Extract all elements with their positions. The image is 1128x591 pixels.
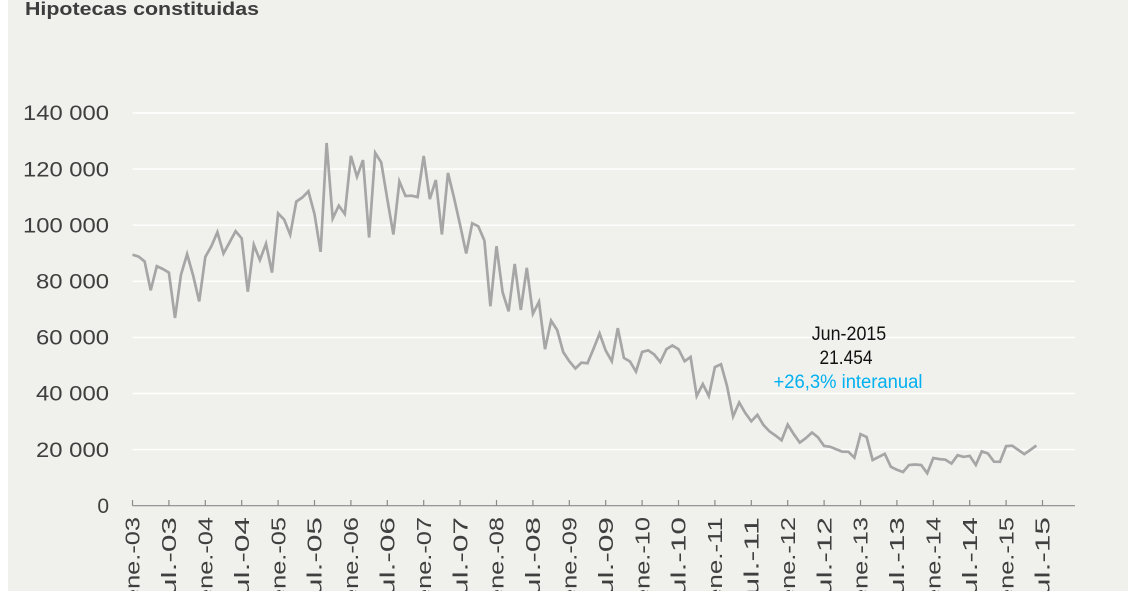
svg-text:140 000: 140 000 [23,102,109,125]
svg-text:ene.-05: ene.-05 [268,517,290,591]
svg-text:+26,3% interanual: +26,3% interanual [774,372,923,393]
svg-text:Jun-2015: Jun-2015 [812,324,887,345]
svg-text:100 000: 100 000 [23,214,109,237]
svg-text:21.454: 21.454 [820,348,873,369]
svg-text:jul.-12: jul.-12 [814,517,836,591]
svg-text:60 000: 60 000 [36,327,109,350]
svg-text:ene.-08: ene.-08 [487,517,509,591]
svg-text:jul.-06: jul.-06 [378,517,400,591]
svg-text:jul.-08: jul.-08 [523,517,545,591]
svg-text:ene.-06: ene.-06 [341,517,363,591]
svg-text:jul.-15: jul.-15 [1033,517,1055,591]
svg-text:ene.-11: ene.-11 [705,517,727,591]
svg-text:ene.-14: ene.-14 [924,517,946,591]
svg-text:jul.-05: jul.-05 [305,517,327,591]
svg-text:40 000: 40 000 [36,383,109,406]
svg-text:ene.-07: ene.-07 [414,517,436,591]
svg-text:Hipotecas constituidas: Hipotecas constituidas [25,0,259,19]
svg-text:jul.-07: jul.-07 [450,517,472,591]
svg-text:jul.-10: jul.-10 [669,517,691,591]
svg-text:ene.-09: ene.-09 [560,517,582,591]
svg-text:jul.-13: jul.-13 [887,517,909,591]
svg-text:ene.-04: ene.-04 [196,517,218,591]
svg-text:ene.-03: ene.-03 [123,517,145,591]
svg-text:jul.-04: jul.-04 [232,517,254,591]
svg-text:jul.-03: jul.-03 [159,517,181,591]
svg-text:jul.-09: jul.-09 [596,517,618,591]
svg-text:ene.-15: ene.-15 [996,517,1018,591]
svg-text:ene.-12: ene.-12 [778,517,800,591]
svg-text:jul.-14: jul.-14 [960,517,982,591]
svg-text:jul.-11: jul.-11 [742,517,764,591]
svg-text:ene.-13: ene.-13 [851,517,873,591]
svg-text:120 000: 120 000 [23,158,109,181]
svg-text:20 000: 20 000 [36,439,109,462]
svg-text:0: 0 [97,495,109,518]
svg-text:ene.-10: ene.-10 [632,517,654,591]
svg-text:80 000: 80 000 [36,271,109,294]
